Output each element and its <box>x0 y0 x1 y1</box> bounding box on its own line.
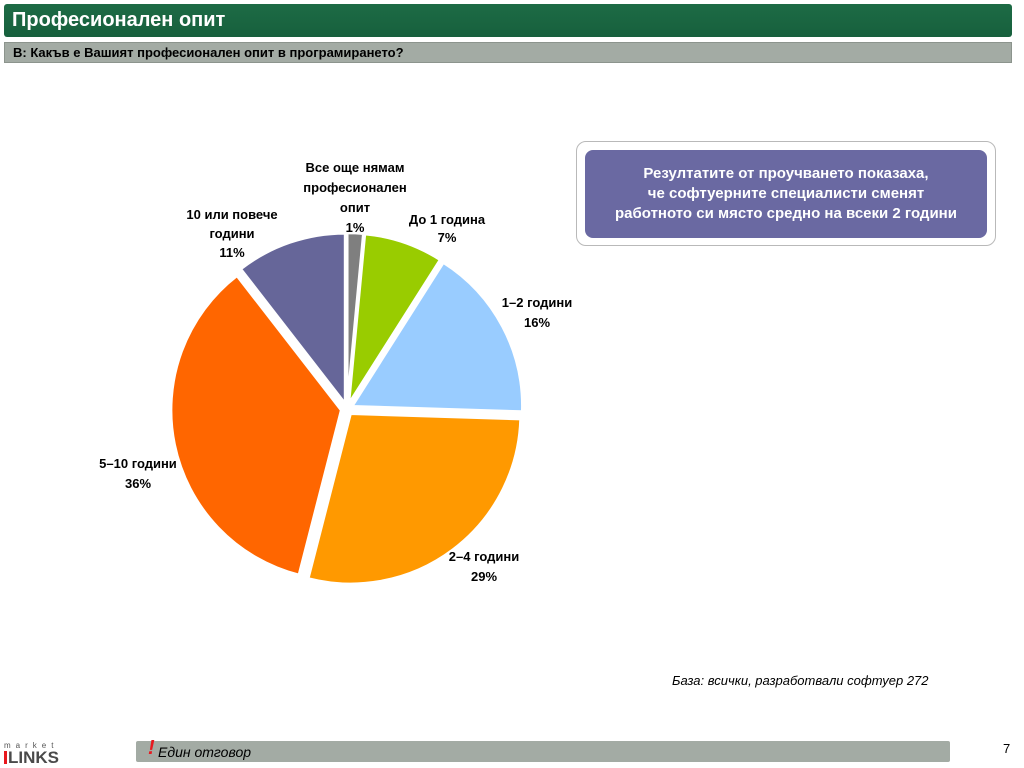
slice-value-label-1: 7% <box>438 230 457 245</box>
slice-label-5-line-0: 10 или повече <box>186 207 277 222</box>
page-number: 7 <box>1003 741 1011 756</box>
slice-label-0-line-2: опит <box>340 200 370 215</box>
slice-label-0-line-0: Все още нямам <box>306 160 405 175</box>
slice-value-label-2: 16% <box>524 315 550 330</box>
slice-value-label-3: 29% <box>471 569 497 584</box>
question-bar: В: Какъв е Вашият професионален опит в п… <box>4 42 1012 63</box>
page-title: Професионален опит <box>12 9 226 31</box>
question-text: В: Какъв е Вашият професионален опит в п… <box>13 45 404 60</box>
logo-main-text: LINKS <box>8 748 59 767</box>
callout-box: Резултатите от проучването показаха, че … <box>585 150 987 238</box>
pie-slice-3 <box>306 412 522 586</box>
callout-line-1: Резултатите от проучването показаха, <box>643 165 929 182</box>
slice-label-1-line-0: До 1 година <box>409 212 486 227</box>
exclamation-icon: ! <box>148 737 155 759</box>
pie-slice-5 <box>239 232 347 407</box>
slice-label-0-line-1: професионален <box>303 180 406 195</box>
callout-line-3: работното си място средно на всеки 2 год… <box>615 205 957 222</box>
slice-value-label-4: 36% <box>125 476 151 491</box>
logo-mark <box>4 751 7 764</box>
pie-slice-0 <box>346 231 365 404</box>
logo-small-text: market <box>4 741 59 750</box>
slice-label-4-line-0: 5–10 години <box>99 456 177 471</box>
slice-value-label-0: 1% <box>346 220 365 235</box>
footer-bar: ! Един отговор <box>136 737 950 762</box>
base-note: База: всички, разработвали софтуер 272 <box>672 673 929 688</box>
company-logo: market LINKS <box>4 741 78 767</box>
slice-label-3-line-0: 2–4 години <box>449 549 519 564</box>
pie-slice-4 <box>169 274 343 577</box>
slice-value-label-5: 11% <box>219 245 245 260</box>
pie-slice-2 <box>350 260 524 413</box>
callout-line-2: че софтуерните специалисти сменят <box>647 185 925 202</box>
footer-note: Един отговор <box>158 744 252 760</box>
pie-slice-1 <box>347 232 442 404</box>
slice-label-5-line-1: години <box>209 226 254 241</box>
slice-label-2-line-0: 1–2 години <box>502 295 572 310</box>
title-bar: Професионален опит <box>4 4 1012 37</box>
